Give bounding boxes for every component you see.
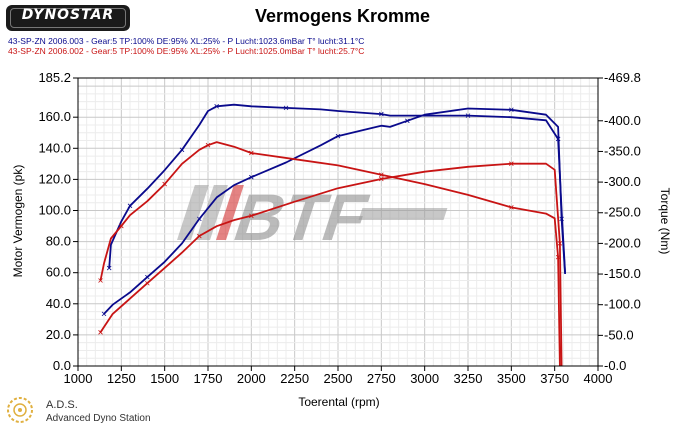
y2-tick-label: -250.0 bbox=[604, 205, 641, 220]
y-tick-label: 100.0 bbox=[38, 202, 71, 217]
series-point bbox=[557, 241, 563, 246]
chart-title: Vermogens Kromme bbox=[254, 6, 431, 26]
dynostar-logo: DYNOSTAR bbox=[6, 5, 130, 31]
x-tick-label: 1750 bbox=[194, 371, 223, 386]
series-point bbox=[205, 142, 211, 148]
series-point bbox=[509, 205, 514, 210]
series-point bbox=[98, 278, 103, 283]
series-point bbox=[405, 118, 410, 124]
y2-tick-label: -100.0 bbox=[604, 297, 641, 312]
series-point bbox=[214, 104, 219, 109]
y-tick-label: 60.0 bbox=[46, 265, 71, 280]
series-point bbox=[379, 176, 384, 182]
series-point bbox=[283, 105, 289, 111]
series-point bbox=[162, 181, 167, 187]
chart-axes: 1000 1250 1500 1750 2000 2250 2500 2750 3000 3250… bbox=[38, 70, 640, 386]
y2-tick-label: -350.0 bbox=[604, 143, 641, 158]
x-tick-label: 1250 bbox=[107, 371, 136, 386]
run-info-2: 43-SP-ZN 2006.002 - Gear:5 TP:100% DE:95… bbox=[8, 46, 365, 56]
btf-watermark: BTF bbox=[177, 182, 448, 255]
x-tick-label: 4000 bbox=[584, 371, 613, 386]
series-point bbox=[509, 107, 514, 113]
series-line-torque-4 bbox=[99, 162, 563, 367]
watermark-bar-1 bbox=[177, 185, 209, 240]
watermark-bar-red bbox=[216, 185, 244, 240]
y-tick-label: 120.0 bbox=[38, 171, 71, 186]
y-axis-label: Motor Vermogen (pk) bbox=[11, 165, 25, 278]
x-axis-label: Toerental (rpm) bbox=[298, 395, 379, 409]
series-point bbox=[249, 213, 254, 219]
run-info-1: 43-SP-ZN 2006.003 - Gear:5 TP:100% DE:95… bbox=[8, 36, 365, 46]
series-point bbox=[145, 274, 150, 280]
ads-name: A.D.S. bbox=[46, 399, 78, 411]
x-tick-label: 1500 bbox=[150, 371, 179, 386]
y-tick-label: 0.0 bbox=[53, 358, 71, 373]
y2-axis-label: Torque (Nm) bbox=[658, 188, 672, 255]
series-line-power-3 bbox=[99, 141, 561, 367]
dynostar-logo-frame bbox=[10, 8, 126, 28]
series-point bbox=[179, 147, 185, 153]
y-tick-label: 160.0 bbox=[38, 109, 71, 124]
series-point bbox=[379, 111, 384, 117]
series-line-power-1 bbox=[108, 103, 566, 273]
y-tick-label: 140.0 bbox=[38, 140, 71, 155]
series-point bbox=[249, 174, 254, 180]
x-tick-label: 2250 bbox=[280, 371, 309, 386]
x-tick-label: 3500 bbox=[497, 371, 526, 386]
x-tick-label: 1000 bbox=[64, 371, 93, 386]
watermark-bar-2 bbox=[196, 185, 228, 240]
series-point bbox=[509, 161, 514, 166]
series-point bbox=[119, 223, 124, 229]
series-point bbox=[106, 265, 112, 271]
series-point bbox=[145, 280, 150, 286]
x-tick-label: 2500 bbox=[324, 371, 353, 386]
dynostar-logo-text: DYNOSTAR bbox=[21, 7, 115, 23]
y-tick-label: 80.0 bbox=[46, 234, 71, 249]
y-tick-label: 40.0 bbox=[46, 296, 71, 311]
y2-tick-label: -50.0 bbox=[604, 327, 634, 342]
watermark-dash bbox=[358, 208, 448, 220]
series-point bbox=[197, 216, 202, 222]
series-point bbox=[379, 172, 384, 178]
series-point bbox=[98, 330, 103, 335]
ads-subtitle: Advanced Dyno Station bbox=[46, 413, 151, 424]
x-tick-label: 3250 bbox=[454, 371, 483, 386]
series-point bbox=[335, 133, 341, 139]
x-tick-label: 3750 bbox=[540, 371, 569, 386]
chart-series bbox=[98, 103, 566, 367]
y2-tick-label: -200.0 bbox=[604, 235, 641, 250]
y2-tick-label: -400.0 bbox=[604, 113, 641, 128]
y2-tick-label: -469.8 bbox=[604, 70, 641, 85]
series-point bbox=[127, 203, 133, 209]
y2-tick-label: -150.0 bbox=[604, 266, 641, 281]
series-line-torque-2 bbox=[103, 107, 566, 315]
x-tick-label: 2750 bbox=[367, 371, 396, 386]
x-tick-label: 2000 bbox=[237, 371, 266, 386]
y2-tick-label: -0.0 bbox=[604, 358, 626, 373]
watermark-shapes: BTF bbox=[177, 182, 448, 255]
chart-grid bbox=[77, 78, 599, 367]
watermark-text: BTF bbox=[225, 182, 377, 255]
y-tick-label: 185.2 bbox=[38, 70, 71, 85]
series-point bbox=[197, 233, 202, 239]
ads-logo-icon bbox=[7, 397, 33, 423]
series-point bbox=[249, 150, 254, 156]
y-tick-label: 20.0 bbox=[46, 327, 71, 342]
y2-tick-label: -300.0 bbox=[604, 174, 641, 189]
series-point bbox=[465, 113, 471, 118]
x-tick-label: 3000 bbox=[410, 371, 439, 386]
series-point bbox=[101, 311, 107, 317]
series-point bbox=[559, 216, 564, 222]
